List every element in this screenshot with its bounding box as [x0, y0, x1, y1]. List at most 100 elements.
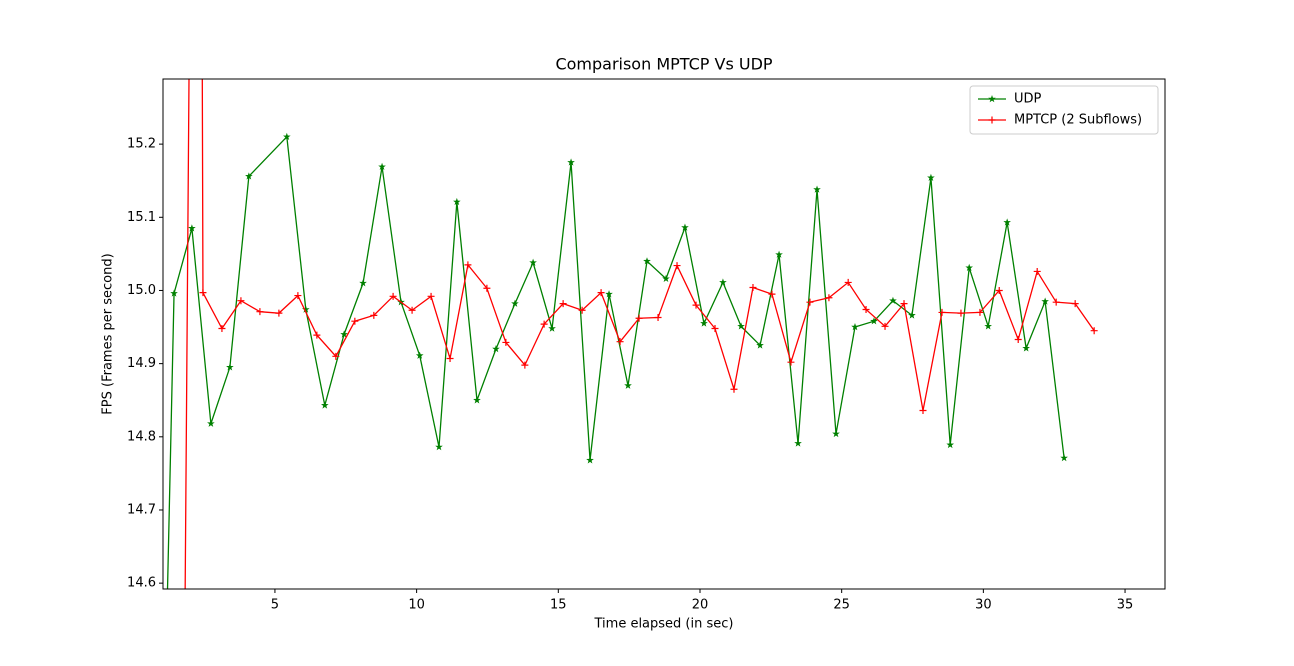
data-point [635, 314, 643, 322]
data-point [226, 363, 234, 371]
data-point [984, 322, 992, 330]
data-point [351, 317, 359, 325]
data-point [749, 284, 757, 292]
x-axis-label: Time elapsed (in sec) [594, 617, 734, 632]
data-point [851, 323, 859, 331]
data-point [946, 440, 955, 449]
data-point [825, 294, 833, 302]
data-point [389, 292, 397, 300]
legend-label: MPTCP (2 Subflows) [1014, 113, 1142, 128]
data-point [473, 396, 481, 404]
data-point [207, 419, 215, 427]
data-point [654, 314, 662, 322]
data-point [1022, 344, 1030, 352]
data-point [540, 320, 548, 328]
data-point [283, 132, 291, 141]
data-point [275, 309, 283, 317]
data-point [597, 289, 605, 297]
y-tick-label: 14.9 [127, 356, 156, 371]
data-point [768, 290, 776, 298]
data-point [794, 439, 802, 447]
data-point [408, 306, 416, 314]
data-point [521, 361, 529, 369]
data-point [1033, 267, 1041, 275]
data-point [453, 197, 461, 206]
data-point [464, 261, 472, 269]
data-point [237, 297, 245, 305]
data-point [492, 345, 500, 353]
data-point [813, 185, 821, 193]
data-point [889, 296, 897, 304]
x-tick-label: 25 [833, 598, 850, 613]
series-line [184, 79, 1095, 589]
legend-marker [988, 95, 996, 103]
data-point [321, 401, 329, 409]
data-point [711, 325, 719, 333]
data-point [559, 300, 567, 308]
data-point [844, 278, 852, 286]
data-point [806, 298, 814, 306]
data-point [719, 278, 727, 286]
data-point [435, 443, 443, 451]
data-point [1090, 327, 1098, 335]
data-point [502, 338, 510, 346]
data-point [900, 300, 908, 308]
data-point [483, 284, 491, 292]
legend-box [969, 85, 1159, 135]
data-point [616, 338, 624, 346]
data-point [1060, 454, 1068, 462]
data-point [218, 325, 226, 333]
data-point [832, 429, 840, 438]
data-point [256, 308, 264, 316]
data-point [1052, 298, 1060, 306]
data-point [446, 355, 454, 363]
axes-frame [162, 78, 1166, 590]
x-tick-label: 5 [271, 598, 279, 613]
data-point [605, 290, 613, 298]
data-point [340, 330, 348, 338]
data-point [624, 381, 632, 389]
data-point [957, 309, 965, 317]
data-point [370, 311, 378, 319]
data-point [529, 258, 537, 266]
data-point [359, 279, 367, 287]
y-tick-label: 15.1 [127, 210, 156, 225]
data-point [578, 306, 586, 314]
data-point [870, 317, 878, 325]
legend-label: UDP [1014, 92, 1042, 107]
data-point [332, 352, 340, 360]
series-line [166, 135, 1065, 589]
legend-marker [988, 116, 996, 124]
data-point [938, 308, 946, 316]
data-point [662, 274, 670, 282]
data-point [378, 162, 386, 171]
data-point [730, 385, 738, 393]
data-point [313, 331, 321, 339]
data-point [415, 351, 424, 359]
x-tick-label: 35 [1117, 598, 1134, 613]
data-point [965, 263, 973, 272]
data-point [976, 308, 984, 316]
data-point [245, 172, 253, 180]
data-point [170, 289, 178, 297]
data-point [511, 299, 519, 307]
data-point [188, 224, 196, 232]
data-point [302, 305, 310, 313]
data-point [1014, 335, 1022, 343]
data-point [1071, 300, 1079, 308]
data-point [586, 456, 594, 464]
data-point [427, 292, 435, 300]
data-point [294, 292, 302, 300]
y-tick-label: 14.7 [127, 502, 156, 517]
data-point [756, 341, 764, 349]
data-point [787, 358, 795, 366]
data-point [673, 262, 681, 270]
data-point [567, 158, 575, 166]
data-point [199, 289, 207, 297]
x-tick-label: 30 [975, 598, 992, 613]
y-axis-label: FPS (Frames per second) [101, 253, 116, 414]
data-point [775, 250, 783, 258]
data-point [692, 301, 700, 309]
data-point [995, 286, 1003, 294]
